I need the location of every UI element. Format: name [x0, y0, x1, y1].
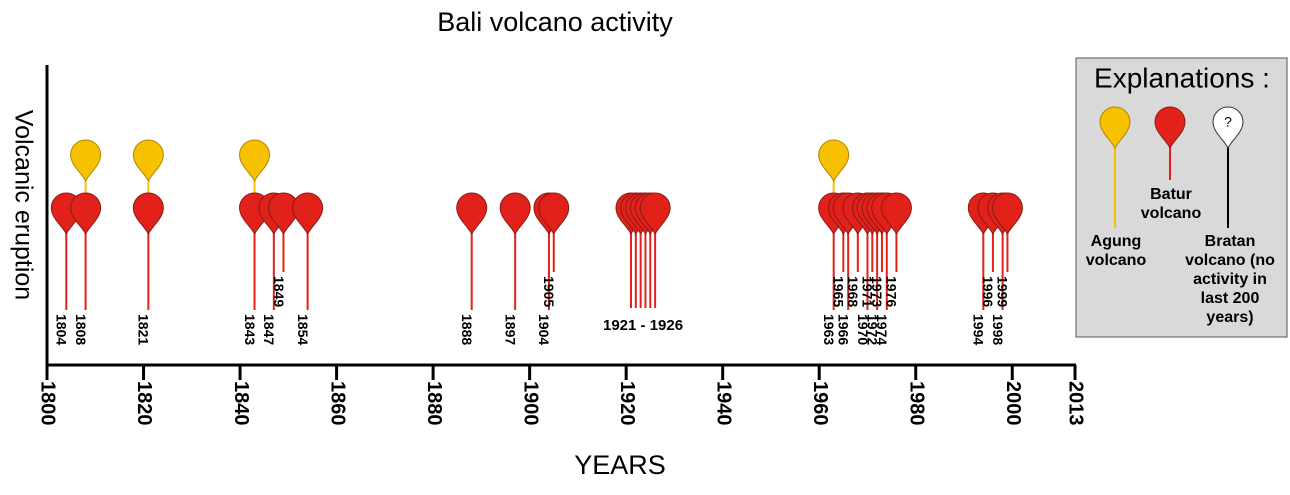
event-label: 1972 [864, 314, 880, 345]
event-label: 1999 [995, 276, 1011, 307]
x-tick-label: 1820 [133, 381, 155, 426]
event-label: 1843 [242, 314, 258, 345]
batur-pin [132, 192, 164, 236]
legend-pin [1154, 106, 1186, 150]
batur-pin [639, 192, 671, 236]
x-tick-label: 1980 [905, 381, 927, 426]
event-label: 1966 [835, 314, 851, 345]
event-label: 1904 [536, 314, 552, 345]
x-tick-label: 1860 [326, 381, 348, 426]
range-label: 1921 - 1926 [603, 317, 683, 334]
event-label: 1854 [295, 314, 311, 345]
legend-label: Batur volcano [1140, 186, 1202, 222]
x-tick-label: 1900 [519, 381, 541, 426]
agung-pin [239, 139, 271, 183]
batur-pin [267, 192, 299, 236]
legend-label: Agung volcano [1085, 233, 1147, 269]
event-label: 1888 [459, 314, 475, 345]
batur-pin [292, 192, 324, 236]
chart-title: Bali volcano activity [437, 7, 673, 37]
agung-pin [70, 139, 102, 183]
legend-title: Explanations : [1094, 62, 1270, 93]
x-tick-label: 1840 [230, 381, 252, 426]
legend-pin [1212, 106, 1244, 150]
x-tick-label: 2013 [1065, 381, 1087, 426]
event-label: 1998 [990, 314, 1006, 345]
event-label: 1847 [261, 314, 277, 345]
x-tick-label: 2000 [1002, 381, 1024, 426]
event-label: 1905 [541, 276, 557, 307]
event-label: 1821 [136, 314, 152, 345]
batur-pin [70, 192, 102, 236]
y-axis-label: Volcanic eruption [9, 110, 37, 300]
event-label: 1963 [821, 314, 837, 345]
event-label: 1897 [502, 314, 518, 345]
batur-pin [456, 192, 488, 236]
batur-pin [499, 192, 531, 236]
event-label: 1996 [980, 276, 996, 307]
event-label: 1976 [884, 276, 900, 307]
agung-pin [818, 139, 850, 183]
x-tick-label: 1920 [616, 381, 638, 426]
x-tick-label: 1880 [423, 381, 445, 426]
x-tick-label: 1940 [712, 381, 734, 426]
batur-pin [538, 192, 570, 236]
event-label: 1808 [73, 314, 89, 345]
event-label: 1974 [874, 314, 890, 345]
x-tick-label: 1800 [37, 381, 59, 426]
event-label: 1965 [831, 276, 847, 307]
event-label: 1973 [869, 276, 885, 307]
event-label: 1971 [860, 276, 876, 307]
agung-pin [132, 139, 164, 183]
event-label: 1804 [54, 314, 70, 345]
batur-pin [991, 192, 1023, 236]
event-label: 1994 [971, 314, 987, 345]
legend-symbol: ? [1224, 114, 1232, 130]
legend-label: Bratan volcano (no activity in last 200 … [1185, 233, 1275, 326]
event-label: 1970 [855, 314, 871, 345]
event-label: 1968 [845, 276, 861, 307]
event-label: 1849 [271, 276, 287, 307]
x-axis-label: YEARS [574, 450, 666, 480]
batur-pin [880, 192, 912, 236]
x-tick-label: 1960 [809, 381, 831, 426]
legend-box [1075, 57, 1288, 338]
legend-pin [1099, 106, 1131, 150]
